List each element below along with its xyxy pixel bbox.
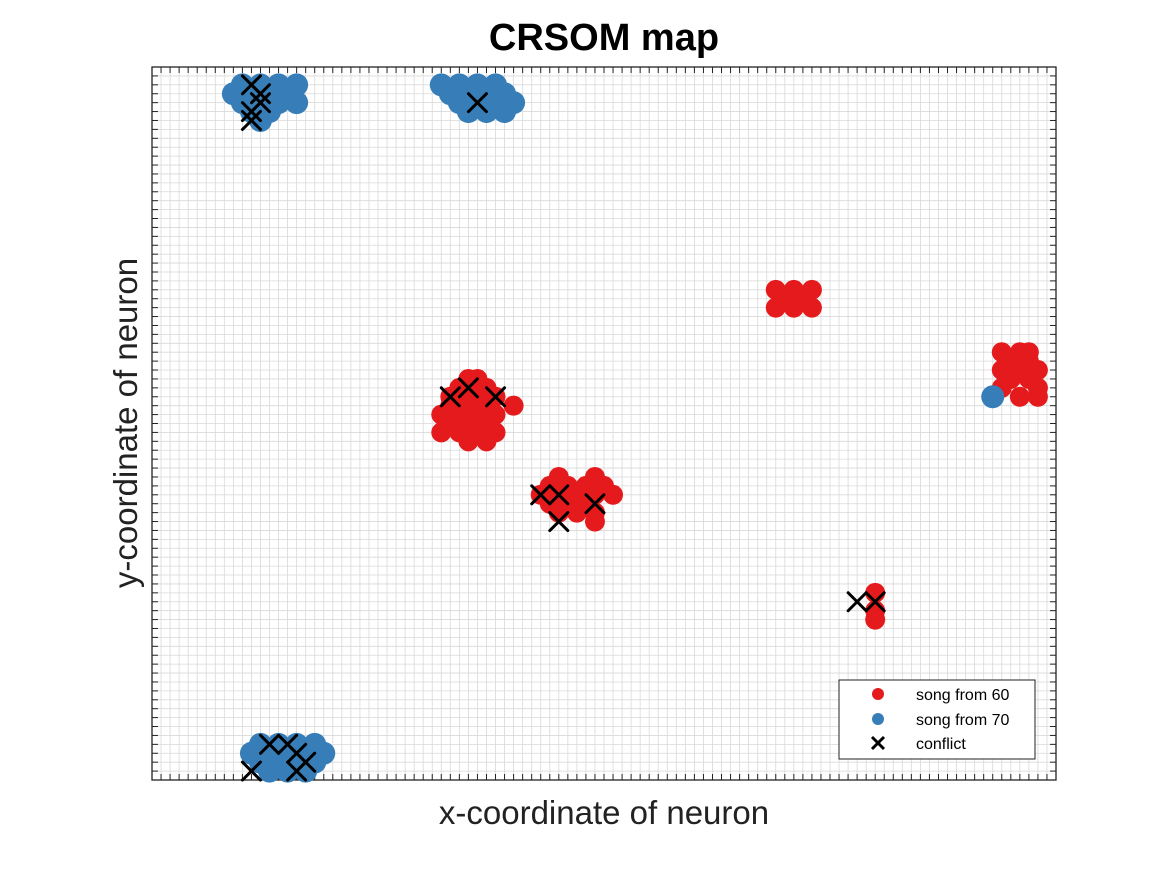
y-axis-label: y-coordinate of neuron bbox=[107, 258, 144, 588]
point-song-60 bbox=[1009, 386, 1030, 407]
point-conflict bbox=[439, 386, 461, 408]
point-conflict bbox=[548, 484, 570, 506]
point-song-60 bbox=[584, 511, 605, 532]
legend-marker-song-70 bbox=[872, 713, 884, 725]
point-conflict bbox=[259, 733, 281, 755]
point-song-60 bbox=[1027, 386, 1048, 407]
point-song-70 bbox=[981, 385, 1005, 409]
legend-marker-conflict bbox=[870, 735, 886, 751]
point-conflict bbox=[286, 760, 308, 782]
point-song-70 bbox=[294, 759, 318, 783]
point-conflict bbox=[485, 386, 507, 408]
x-axis-label: x-coordinate of neuron bbox=[439, 794, 769, 831]
legend: song from 60 song from 70 conflict bbox=[838, 679, 1036, 760]
data-points bbox=[221, 73, 1048, 783]
point-conflict bbox=[530, 484, 552, 506]
legend-box bbox=[838, 679, 1036, 760]
point-song-70 bbox=[276, 759, 300, 783]
point-conflict bbox=[240, 109, 262, 131]
point-song-60 bbox=[801, 297, 822, 318]
point-conflict bbox=[864, 591, 886, 613]
point-song-60 bbox=[865, 609, 886, 630]
point-conflict bbox=[249, 83, 271, 105]
point-conflict bbox=[240, 760, 262, 782]
point-conflict bbox=[846, 591, 868, 613]
point-song-60 bbox=[458, 431, 479, 452]
point-conflict bbox=[457, 377, 479, 399]
point-conflict bbox=[584, 493, 606, 515]
point-song-60 bbox=[603, 484, 624, 505]
point-song-60 bbox=[431, 422, 452, 443]
point-conflict bbox=[548, 511, 570, 533]
point-song-70 bbox=[493, 100, 517, 124]
point-song-70 bbox=[258, 759, 282, 783]
point-song-60 bbox=[476, 431, 497, 452]
legend-label-conflict: conflict bbox=[916, 736, 966, 753]
point-song-60 bbox=[566, 502, 587, 523]
point-song-60 bbox=[503, 395, 524, 416]
legend-marker-song-60 bbox=[872, 688, 884, 700]
point-song-70 bbox=[285, 91, 309, 115]
point-song-60 bbox=[765, 297, 786, 318]
plot-frame bbox=[151, 66, 1057, 781]
point-conflict bbox=[466, 92, 488, 114]
legend-label-song-70: song from 70 bbox=[916, 712, 1009, 729]
grid bbox=[151, 66, 1057, 781]
chart-title: CRSOM map bbox=[489, 17, 719, 59]
point-conflict bbox=[240, 101, 262, 123]
point-song-60 bbox=[783, 297, 804, 318]
ticks bbox=[151, 66, 1057, 781]
legend-label-song-60: song from 60 bbox=[916, 687, 1009, 704]
